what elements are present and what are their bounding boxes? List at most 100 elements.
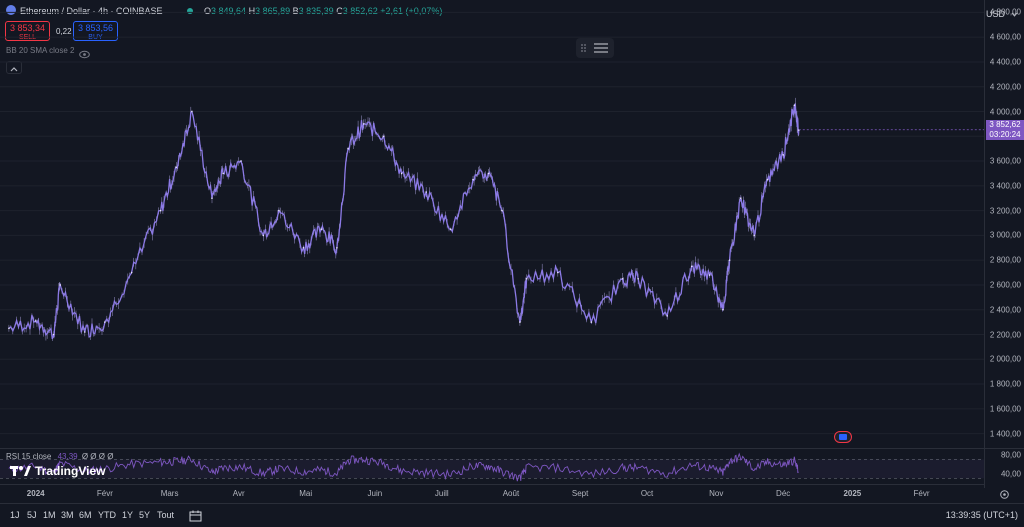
price-point — [753, 234, 755, 237]
object-tree-button[interactable] — [576, 38, 614, 58]
time-tick-label: 2025 — [843, 489, 862, 498]
price-tick-label: 3 400,00 — [989, 181, 1021, 191]
settings-gear-icon[interactable] — [999, 487, 1010, 505]
price-tick-label: 4 800,00 — [989, 7, 1021, 17]
price-tick-label: 4 200,00 — [989, 82, 1021, 92]
price-point — [262, 234, 265, 237]
price-point — [590, 321, 593, 323]
tradingview-icon — [10, 466, 31, 476]
market-open-icon — [187, 8, 193, 14]
price-tick-label: 1 600,00 — [989, 404, 1021, 414]
price-point — [708, 274, 711, 276]
price-point — [722, 308, 724, 311]
price-point — [104, 321, 106, 323]
price-point — [400, 172, 403, 175]
range-button[interactable]: 3M — [61, 510, 74, 520]
price-point — [739, 197, 742, 200]
price-point — [211, 197, 213, 200]
price-point — [690, 265, 693, 268]
range-button[interactable]: 1Y — [122, 510, 134, 520]
price-point — [449, 228, 452, 230]
price-point — [347, 147, 349, 150]
eye-icon[interactable] — [79, 46, 90, 64]
rsi-series — [8, 452, 799, 482]
time-tick-label: Août — [502, 489, 520, 498]
price-point — [336, 246, 338, 249]
price-point — [621, 277, 624, 280]
symbol-logo-icon — [6, 5, 16, 15]
time-tick-label: Févr — [96, 489, 113, 498]
range-button[interactable]: 1J — [10, 510, 20, 520]
price-point — [8, 327, 10, 330]
price-point — [278, 209, 280, 212]
price-tick-label: 4 000,00 — [989, 107, 1021, 116]
time-axis[interactable]: 2024 Févr Mars Avr Mai Juin Juill Août Sept Oct No… — [0, 484, 984, 503]
tradingview-logo[interactable]: TradingView — [10, 464, 105, 478]
time-tick-label: Nov — [709, 489, 724, 498]
currency-selector[interactable]: USD — [986, 4, 1020, 19]
price-tick-label: 4 600,00 — [989, 32, 1021, 42]
price-point — [766, 178, 769, 181]
price-axis[interactable]: 4 800,00 4 600,00 4 400,00 4 200,00 4 000,00… — [984, 0, 1024, 488]
price-point — [782, 154, 784, 156]
price-point — [130, 271, 133, 274]
price-point — [637, 277, 639, 280]
price-point — [240, 160, 242, 162]
bottom-toolbar: 1J 5J 1M 3M 6M YTD 1Y 5Y Tout 13:39:35 (UTC+1) — [0, 503, 1024, 526]
price-point — [525, 277, 528, 280]
price-point — [793, 104, 796, 107]
price-tick-label: 2 800,00 — [989, 255, 1021, 265]
price-series — [8, 103, 800, 340]
price-tick-label: 1 800,00 — [989, 379, 1021, 389]
chevron-down-icon — [1012, 12, 1018, 17]
price-tick-label: 4 400,00 — [989, 57, 1021, 67]
rsi-tick-label: 40,00 — [1000, 469, 1021, 479]
price-tick-label: 3 600,00 — [989, 156, 1021, 166]
range-button[interactable]: 5Y — [139, 510, 151, 520]
spread-value: 0,22 — [56, 27, 72, 36]
price-chart[interactable] — [0, 0, 984, 488]
price-point — [159, 209, 162, 212]
price-point — [34, 320, 37, 322]
price-point — [302, 246, 305, 249]
range-button[interactable]: 6M — [79, 510, 92, 520]
price-point — [320, 228, 323, 230]
price-point — [52, 333, 55, 336]
range-button[interactable]: 5J — [27, 510, 37, 520]
event-flag-icon[interactable] — [834, 431, 852, 443]
current-price-label: 3 852,62 03:20:24 — [986, 119, 1024, 140]
price-point — [222, 172, 224, 175]
price-tick-label: 3 000,00 — [989, 230, 1021, 240]
price-point — [666, 315, 668, 317]
range-button[interactable]: YTD — [98, 510, 116, 520]
price-tick-label: 2 400,00 — [989, 305, 1021, 315]
time-tick-label: Déc — [776, 489, 791, 498]
change-value: +2,61 (+0,07%) — [380, 6, 443, 16]
time-tick-label: Mars — [160, 489, 179, 498]
indicator-bb-label[interactable]: BB 20 SMA close 2 — [6, 46, 75, 55]
time-tick-label: Juill — [434, 489, 449, 498]
price-point — [472, 178, 474, 181]
range-button[interactable]: 1M — [43, 510, 56, 520]
price-point — [519, 321, 521, 323]
price-point — [425, 191, 427, 193]
price-tick-label: 3 200,00 — [989, 206, 1021, 216]
symbol-title[interactable]: Ethereum / Dollar · 4h · COINBASE — [20, 6, 163, 16]
clock-display[interactable]: 13:39:35 (UTC+1) — [945, 510, 1018, 520]
price-point — [382, 135, 385, 138]
date-range-icon[interactable] — [189, 509, 202, 527]
time-tick-label: Avr — [232, 489, 245, 498]
range-button[interactable]: Tout — [157, 510, 175, 520]
time-tick-label: Mai — [299, 489, 313, 498]
rsi-pane-divider[interactable] — [0, 448, 1024, 449]
price-point — [501, 209, 503, 212]
rsi-legend[interactable]: RSI 15 close 43,39 Ø Ø Ø Ø — [6, 452, 114, 461]
price-point — [728, 259, 731, 261]
price-point — [83, 331, 86, 333]
price-tick-label: 1 400,00 — [989, 429, 1021, 439]
price-tick-label: 2 200,00 — [989, 330, 1021, 339]
rsi-tick-label: 80,00 — [1000, 450, 1021, 460]
price-point — [175, 166, 178, 169]
time-tick-label: 2024 — [26, 489, 45, 498]
ohlc-values: O3 849,64 H3 865,89 B3 835,39 C3 852,62 … — [204, 6, 443, 16]
